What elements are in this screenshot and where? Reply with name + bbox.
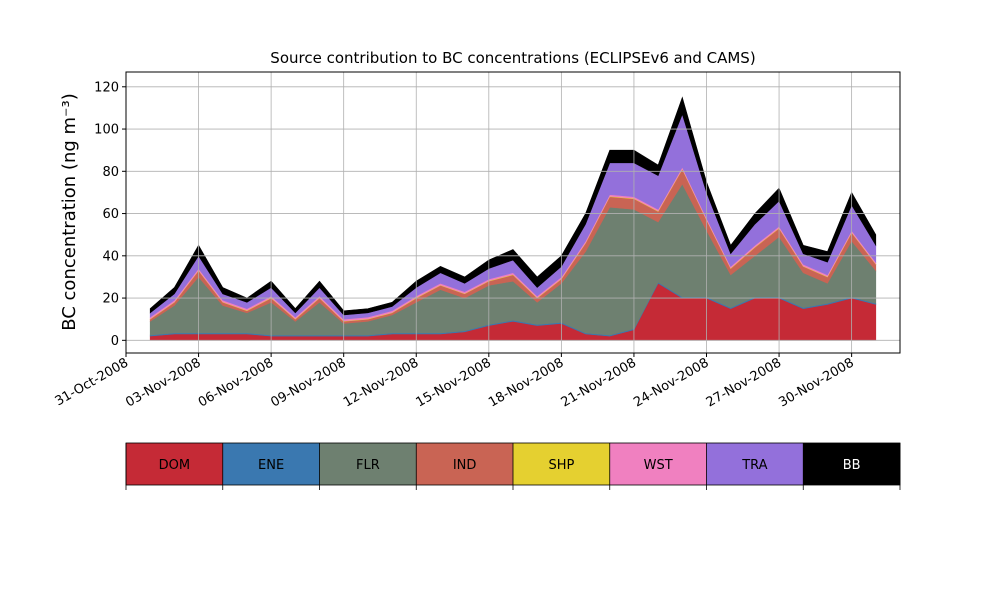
x-tick-label: 21-Nov-2008 xyxy=(559,355,639,410)
x-tick-label: 12-Nov-2008 xyxy=(341,355,421,410)
legend-swatch xyxy=(513,443,610,485)
legend-swatch xyxy=(803,443,900,485)
area xyxy=(149,96,877,316)
legend-label: ENE xyxy=(258,458,284,473)
y-axis-label: BC concentration (ng m⁻³) xyxy=(59,93,80,331)
y-tick-label: 0 xyxy=(111,334,119,349)
y-tick-label: 120 xyxy=(94,80,119,95)
x-tick-label: 30-Nov-2008 xyxy=(776,355,856,410)
y-tick-label: 100 xyxy=(94,123,119,138)
legend-label: DOM xyxy=(159,458,190,473)
y-tick-label: 80 xyxy=(102,165,119,180)
legend-swatch xyxy=(609,443,707,485)
x-tick-label: 31-Oct-2008 xyxy=(53,355,131,409)
legend-label: IND xyxy=(453,458,477,473)
legend-swatch xyxy=(126,443,223,485)
legend-swatch xyxy=(416,443,513,485)
legend-swatch xyxy=(319,443,417,485)
y-tick-label: 20 xyxy=(102,292,119,307)
y-tick-label: 60 xyxy=(102,207,119,222)
legend-swatch xyxy=(706,443,804,485)
legend-frame xyxy=(125,442,901,486)
x-tick-label: 18-Nov-2008 xyxy=(486,355,566,410)
x-tick-label: 27-Nov-2008 xyxy=(704,355,784,410)
x-tick-label: 06-Nov-2008 xyxy=(196,355,276,410)
legend-label: FLR xyxy=(356,458,380,473)
legend-label: TRA xyxy=(741,458,767,473)
x-tick-label: 03-Nov-2008 xyxy=(123,355,203,410)
x-tick-label: 15-Nov-2008 xyxy=(414,355,494,410)
x-tick-label: 24-Nov-2008 xyxy=(631,355,711,410)
legend-swatch xyxy=(222,443,320,485)
chart-title: Source contribution to BC concentrations… xyxy=(270,49,755,67)
y-tick-label: 40 xyxy=(102,249,119,264)
legend-label: BB xyxy=(843,458,861,473)
plot-frame xyxy=(125,71,901,354)
x-tick-label: 09-Nov-2008 xyxy=(268,355,348,410)
legend-label: SHP xyxy=(548,458,574,473)
legend-label: WST xyxy=(644,458,673,473)
